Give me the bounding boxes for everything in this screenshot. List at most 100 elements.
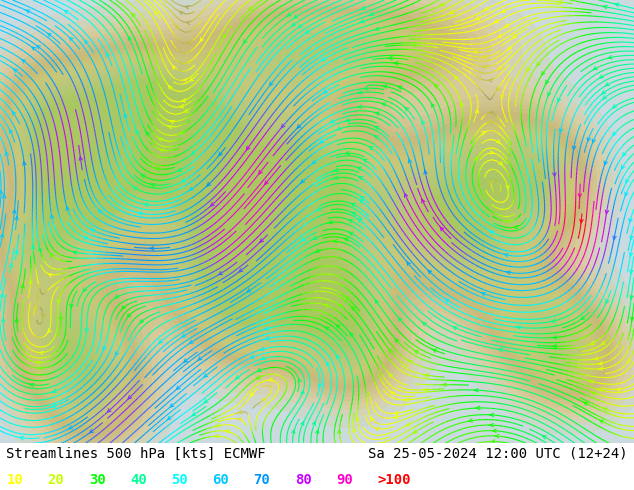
FancyArrowPatch shape xyxy=(422,121,425,124)
FancyArrowPatch shape xyxy=(630,236,633,239)
FancyArrowPatch shape xyxy=(1,234,4,238)
FancyArrowPatch shape xyxy=(613,236,616,240)
FancyArrowPatch shape xyxy=(593,67,597,70)
FancyArrowPatch shape xyxy=(413,430,417,433)
FancyArrowPatch shape xyxy=(36,361,41,365)
FancyArrowPatch shape xyxy=(371,417,374,421)
Text: 20: 20 xyxy=(48,473,64,487)
FancyArrowPatch shape xyxy=(72,251,77,254)
FancyArrowPatch shape xyxy=(179,105,184,108)
FancyArrowPatch shape xyxy=(474,389,478,392)
Text: 60: 60 xyxy=(212,473,229,487)
FancyArrowPatch shape xyxy=(183,78,187,81)
FancyArrowPatch shape xyxy=(29,280,32,284)
FancyArrowPatch shape xyxy=(188,41,191,45)
FancyArrowPatch shape xyxy=(588,380,593,383)
Text: 80: 80 xyxy=(295,473,311,487)
FancyArrowPatch shape xyxy=(184,359,188,362)
Text: 10: 10 xyxy=(6,473,23,487)
FancyArrowPatch shape xyxy=(204,374,208,377)
FancyArrowPatch shape xyxy=(176,25,179,29)
FancyArrowPatch shape xyxy=(167,126,172,129)
FancyArrowPatch shape xyxy=(558,0,562,4)
FancyArrowPatch shape xyxy=(594,357,598,360)
FancyArrowPatch shape xyxy=(191,151,195,154)
FancyArrowPatch shape xyxy=(481,55,486,59)
FancyArrowPatch shape xyxy=(328,220,332,223)
FancyArrowPatch shape xyxy=(541,72,545,75)
FancyArrowPatch shape xyxy=(170,404,174,407)
FancyArrowPatch shape xyxy=(353,428,356,432)
FancyArrowPatch shape xyxy=(489,423,493,427)
FancyArrowPatch shape xyxy=(440,3,444,6)
FancyArrowPatch shape xyxy=(51,254,54,257)
FancyArrowPatch shape xyxy=(32,245,35,249)
FancyArrowPatch shape xyxy=(404,194,408,197)
FancyArrowPatch shape xyxy=(375,300,378,304)
FancyArrowPatch shape xyxy=(103,346,106,350)
FancyArrowPatch shape xyxy=(182,179,186,182)
FancyArrowPatch shape xyxy=(19,437,23,440)
FancyArrowPatch shape xyxy=(301,422,304,425)
FancyArrowPatch shape xyxy=(301,179,304,183)
FancyArrowPatch shape xyxy=(348,220,353,222)
FancyArrowPatch shape xyxy=(449,10,454,14)
FancyArrowPatch shape xyxy=(587,138,590,141)
FancyArrowPatch shape xyxy=(317,207,321,210)
FancyArrowPatch shape xyxy=(441,227,444,231)
FancyArrowPatch shape xyxy=(475,17,480,20)
FancyArrowPatch shape xyxy=(407,262,410,266)
FancyArrowPatch shape xyxy=(345,119,350,122)
FancyArrowPatch shape xyxy=(306,30,309,33)
FancyArrowPatch shape xyxy=(51,390,56,392)
FancyArrowPatch shape xyxy=(482,65,487,69)
FancyArrowPatch shape xyxy=(393,412,398,415)
FancyArrowPatch shape xyxy=(501,9,505,12)
FancyArrowPatch shape xyxy=(159,138,162,141)
FancyArrowPatch shape xyxy=(391,392,394,395)
Text: Sa 25-05-2024 12:00 UTC (12+24): Sa 25-05-2024 12:00 UTC (12+24) xyxy=(368,447,628,461)
FancyArrowPatch shape xyxy=(476,110,479,113)
FancyArrowPatch shape xyxy=(3,195,6,198)
FancyArrowPatch shape xyxy=(626,179,629,183)
FancyArrowPatch shape xyxy=(41,314,45,317)
FancyArrowPatch shape xyxy=(508,46,512,49)
FancyArrowPatch shape xyxy=(260,357,265,360)
FancyArrowPatch shape xyxy=(160,149,164,152)
FancyArrowPatch shape xyxy=(265,337,269,340)
FancyArrowPatch shape xyxy=(408,360,412,364)
FancyArrowPatch shape xyxy=(375,112,379,115)
FancyArrowPatch shape xyxy=(455,76,458,79)
FancyArrowPatch shape xyxy=(405,107,409,111)
FancyArrowPatch shape xyxy=(363,87,368,90)
FancyArrowPatch shape xyxy=(327,363,330,366)
FancyArrowPatch shape xyxy=(358,91,362,94)
FancyArrowPatch shape xyxy=(543,436,547,439)
FancyArrowPatch shape xyxy=(167,416,171,420)
FancyArrowPatch shape xyxy=(348,232,353,235)
FancyArrowPatch shape xyxy=(320,140,324,143)
FancyArrowPatch shape xyxy=(177,168,182,172)
FancyArrowPatch shape xyxy=(351,203,355,206)
FancyArrowPatch shape xyxy=(592,139,595,143)
FancyArrowPatch shape xyxy=(359,200,363,203)
FancyArrowPatch shape xyxy=(21,285,24,288)
FancyArrowPatch shape xyxy=(476,406,480,410)
FancyArrowPatch shape xyxy=(468,419,472,422)
FancyArrowPatch shape xyxy=(115,352,119,355)
FancyArrowPatch shape xyxy=(602,91,605,94)
FancyArrowPatch shape xyxy=(375,136,378,139)
FancyArrowPatch shape xyxy=(592,392,597,395)
FancyArrowPatch shape xyxy=(292,23,295,26)
FancyArrowPatch shape xyxy=(141,174,145,178)
FancyArrowPatch shape xyxy=(22,60,25,63)
FancyArrowPatch shape xyxy=(250,392,254,396)
FancyArrowPatch shape xyxy=(85,40,88,44)
FancyArrowPatch shape xyxy=(12,111,16,115)
FancyArrowPatch shape xyxy=(210,202,214,206)
FancyArrowPatch shape xyxy=(553,173,556,176)
FancyArrowPatch shape xyxy=(422,199,425,203)
FancyArrowPatch shape xyxy=(499,162,502,165)
FancyArrowPatch shape xyxy=(294,15,298,18)
FancyArrowPatch shape xyxy=(489,79,492,82)
